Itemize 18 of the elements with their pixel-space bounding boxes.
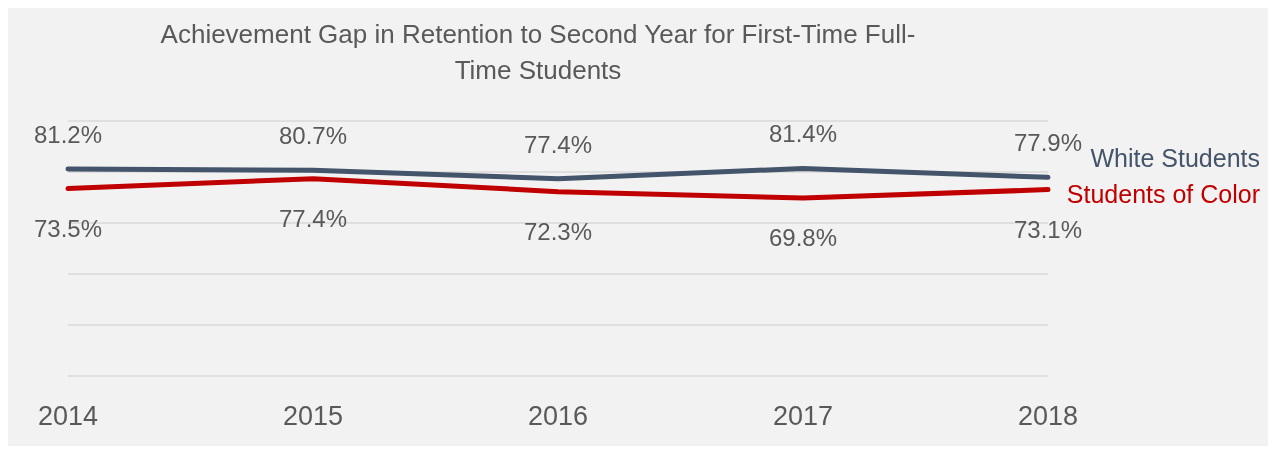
x-tick-label: 2015: [282, 401, 344, 432]
data-label: 81.2%: [33, 120, 103, 148]
data-label: 80.7%: [278, 122, 348, 150]
data-label: 69.8%: [768, 224, 838, 252]
series-label: White Students: [1090, 144, 1260, 172]
x-tick-label: 2017: [772, 401, 834, 432]
series-label: Students of Color: [1066, 179, 1260, 210]
data-label: 73.5%: [33, 214, 103, 242]
data-label: 73.1%: [1013, 215, 1083, 243]
x-tick-label: 2014: [37, 401, 99, 432]
data-label: 81.4%: [768, 120, 838, 148]
x-tick-label: 2016: [527, 401, 589, 432]
data-label: 77.4%: [278, 204, 348, 232]
data-label: 77.4%: [523, 130, 593, 158]
data-label: 72.3%: [523, 217, 593, 245]
x-tick-label: 2018: [1017, 401, 1079, 432]
chart-title: Achievement Gap in Retention to Second Year for First-Time Full-Time Students: [159, 18, 917, 87]
data-label: 77.9%: [1013, 129, 1083, 157]
